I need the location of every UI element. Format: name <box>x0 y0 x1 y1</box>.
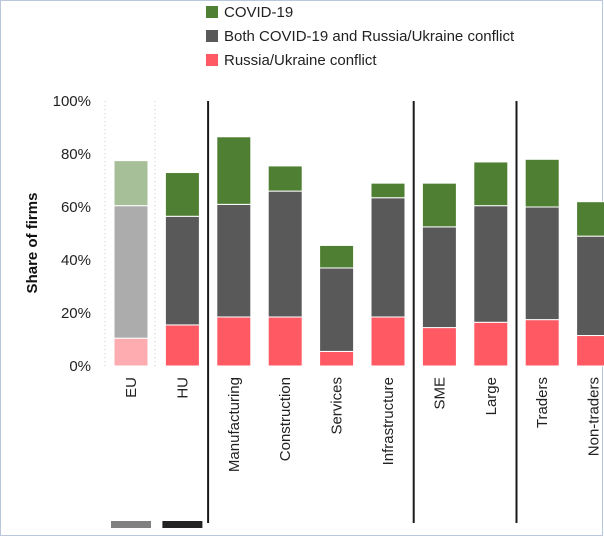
bar-infrastructure-both-covid-19-and-russia-ukraine-conflict <box>370 197 406 318</box>
category-label-construction: Construction <box>277 377 294 461</box>
bar-hu-both-covid-19-and-russia-ukraine-conflict <box>164 215 200 326</box>
bar-sme-covid-19 <box>421 182 457 228</box>
bar-construction-russia-ukraine-conflict <box>267 316 303 367</box>
legend-label-russia-ukraine-conflict: Russia/Ukraine conflict <box>224 52 377 69</box>
legend-label-covid-19: COVID-19 <box>224 4 293 21</box>
bar-sme-russia-ukraine-conflict <box>421 327 457 367</box>
bar-eu-both-covid-19-and-russia-ukraine-conflict <box>113 205 149 339</box>
bar-services-both-covid-19-and-russia-ukraine-conflict <box>319 267 355 352</box>
bar-non-traders-covid-19 <box>576 201 604 237</box>
bar-traders-russia-ukraine-conflict <box>524 319 560 367</box>
bar-non-traders-russia-ukraine-conflict <box>576 335 604 367</box>
y-axis-dotted-lines <box>104 101 156 366</box>
category-label-hu: HU <box>174 377 191 399</box>
legend-swatch-both-covid-19-and-russia-ukraine-conflict <box>206 30 218 42</box>
bar-manufacturing-russia-ukraine-conflict <box>216 316 252 367</box>
category-label-sme: SME <box>431 377 448 410</box>
bar-traders-covid-19 <box>524 158 560 208</box>
y-tick-label: 100% <box>53 93 91 110</box>
legend: COVID-19 Both COVID-19 and Russia/Ukraine… <box>206 4 515 69</box>
y-axis: 0% 20% 40% 60% 80% 100% <box>53 93 91 375</box>
marker-eu <box>111 521 151 528</box>
bar-eu-russia-ukraine-conflict <box>113 337 149 367</box>
bars <box>113 136 604 367</box>
bar-large-both-covid-19-and-russia-ukraine-conflict <box>473 205 509 323</box>
category-label-eu: EU <box>123 377 140 398</box>
group-separators <box>207 101 518 523</box>
bar-infrastructure-russia-ukraine-conflict <box>370 316 406 367</box>
bar-hu-russia-ukraine-conflict <box>164 324 200 367</box>
bar-infrastructure-covid-19 <box>370 182 406 199</box>
bar-large-covid-19 <box>473 161 509 207</box>
category-labels: EU HU Manufacturing Construction Services Inf… <box>123 377 603 472</box>
bar-construction-both-covid-19-and-russia-ukraine-conflict <box>267 190 303 318</box>
category-label-manufacturing: Manufacturing <box>226 377 243 472</box>
y-tick-label: 0% <box>69 358 91 375</box>
category-label-large: Large <box>483 377 500 415</box>
bar-large-russia-ukraine-conflict <box>473 321 509 367</box>
y-tick-label: 40% <box>61 252 91 269</box>
y-axis-label: Share of firms <box>24 193 41 294</box>
category-label-infrastructure: Infrastructure <box>380 377 397 465</box>
y-tick-label: 60% <box>61 199 91 216</box>
y-tick-label: 80% <box>61 146 91 163</box>
bar-traders-both-covid-19-and-russia-ukraine-conflict <box>524 206 560 321</box>
bar-non-traders-both-covid-19-and-russia-ukraine-conflict <box>576 235 604 337</box>
marker-hu <box>162 521 203 528</box>
category-label-traders: Traders <box>534 377 551 428</box>
legend-swatch-covid-19 <box>206 6 218 18</box>
bar-manufacturing-covid-19 <box>216 136 252 205</box>
legend-label-both-covid-19-and-russia-ukraine-conflict: Both COVID-19 and Russia/Ukraine conflic… <box>224 28 515 45</box>
category-label-services: Services <box>329 377 346 435</box>
y-tick-label: 20% <box>61 305 91 322</box>
bar-sme-both-covid-19-and-russia-ukraine-conflict <box>421 226 457 329</box>
legend-swatch-russia-ukraine-conflict <box>206 54 218 66</box>
country-markers <box>111 521 203 528</box>
bar-services-covid-19 <box>319 244 355 269</box>
bar-services-russia-ukraine-conflict <box>319 350 355 367</box>
bar-construction-covid-19 <box>267 165 303 192</box>
bar-manufacturing-both-covid-19-and-russia-ukraine-conflict <box>216 203 252 318</box>
category-label-non-traders: Non-traders <box>586 377 603 456</box>
bar-eu-covid-19 <box>113 160 149 207</box>
bar-hu-covid-19 <box>164 172 200 217</box>
